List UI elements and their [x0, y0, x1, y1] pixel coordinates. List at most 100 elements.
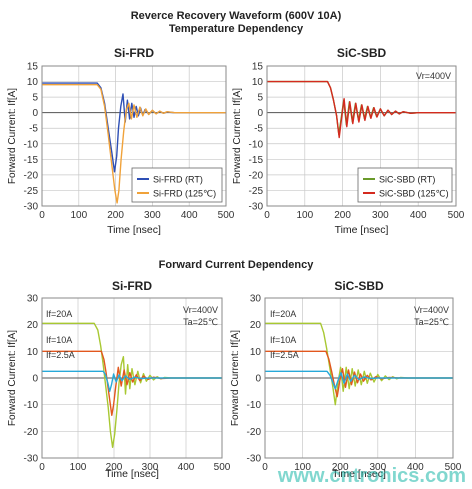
y-tick-label: -30	[249, 202, 264, 213]
x-tick-label: 100	[70, 210, 87, 221]
legend-box	[357, 167, 453, 203]
y-tick-label: -30	[24, 454, 39, 465]
legend: SiC-SBD (RT) SiC-SBD (125℃)	[357, 167, 453, 203]
y-axis-label: Forward Current: If[A]	[7, 88, 18, 184]
x-tick-label: 0	[262, 462, 268, 473]
y-tick-label: 15	[27, 62, 39, 73]
annotation-label: If=10A	[270, 335, 296, 345]
y-axis-label: Forward Current: If[A]	[7, 330, 18, 426]
x-tick-label: 300	[144, 210, 161, 221]
y-tick-label: 10	[250, 347, 262, 358]
y-tick-label: 0	[32, 374, 38, 385]
annotation-label: Ta=25℃	[414, 317, 449, 327]
x-tick-label: 0	[39, 462, 45, 473]
legend-label: SiC-SBD (RT)	[379, 175, 435, 185]
annotation-label: If=20A	[46, 309, 72, 319]
watermark: www.cntronics.com	[277, 465, 466, 487]
chart-0: Si-FRD 0 100 200 300 400 500 15 10 5 0 -5 -10 -15 -20 -…	[7, 46, 235, 236]
x-tick-label: 500	[214, 462, 231, 473]
plot-frame	[264, 297, 454, 459]
section2-title: Forward Current Dependency	[159, 259, 315, 271]
plot-frame	[41, 297, 223, 459]
plot-frame	[41, 65, 227, 207]
main-title-line1: Reverce Recovery Waveform (600V 10A)	[131, 10, 342, 22]
y-tick-label: -10	[24, 400, 39, 411]
x-tick-label: 400	[181, 210, 198, 221]
y-tick-label: -25	[249, 186, 264, 197]
y-tick-label: -10	[249, 139, 264, 150]
chart-title: SiC-SBD	[337, 46, 387, 60]
x-tick-label: 100	[294, 462, 311, 473]
series-line-3-0	[265, 322, 453, 406]
annotation-label: If=20A	[270, 309, 296, 319]
annotation-label: Vr=400V	[414, 305, 449, 315]
y-tick-label: -10	[247, 400, 262, 411]
chart-title: Si-FRD	[114, 46, 154, 60]
legend-label: Si-FRD (125℃)	[153, 189, 216, 199]
y-tick-label: 10	[252, 77, 264, 88]
annotation-label: If=2.5A	[46, 350, 75, 360]
legend-label: Si-FRD (RT)	[153, 175, 203, 185]
y-tick-label: 15	[252, 62, 264, 73]
x-axis-label: Time [nsec]	[335, 224, 389, 236]
x-tick-label: 100	[70, 462, 87, 473]
series-line-0-1	[42, 83, 226, 204]
x-tick-label: 500	[218, 210, 235, 221]
legend: Si-FRD (RT) Si-FRD (125℃)	[131, 167, 223, 203]
y-tick-label: -25	[24, 186, 39, 197]
y-tick-label: -30	[24, 202, 39, 213]
y-tick-label: -20	[249, 170, 264, 181]
chart-1: SiC-SBD 0 100 200 300 400 500 15 10 5 0 -5 -10 -15 -20…	[232, 46, 465, 236]
x-tick-label: 300	[142, 462, 159, 473]
x-tick-label: 400	[410, 210, 427, 221]
x-tick-label: 300	[369, 462, 386, 473]
x-tick-label: 300	[372, 210, 389, 221]
y-tick-label: 20	[27, 320, 39, 331]
legend-box	[131, 167, 223, 203]
annotation-label: Vr=400V	[183, 305, 218, 315]
y-tick-label: -5	[254, 124, 263, 135]
x-tick-label: 0	[39, 210, 45, 221]
x-tick-label: 200	[334, 210, 351, 221]
y-tick-label: -5	[29, 124, 38, 135]
chart-title: Si-FRD	[112, 279, 152, 293]
main-title-line2: Temperature Dependency	[169, 23, 304, 35]
x-axis-label: Time [nsec]	[332, 468, 386, 480]
x-tick-label: 500	[445, 462, 462, 473]
y-axis-label: Forward Current: If[A]	[232, 88, 243, 184]
y-tick-label: 10	[27, 77, 39, 88]
y-tick-label: 20	[250, 320, 262, 331]
plot-frame	[266, 65, 457, 207]
y-tick-label: 0	[32, 108, 38, 119]
x-tick-label: 200	[106, 462, 123, 473]
y-tick-label: -30	[247, 454, 262, 465]
series-line-2-2	[42, 370, 222, 392]
y-tick-label: 0	[257, 108, 263, 119]
annotation-label: Vr=400V	[416, 71, 451, 81]
x-tick-label: 0	[264, 210, 270, 221]
x-tick-label: 200	[107, 210, 124, 221]
y-tick-label: 10	[27, 347, 39, 358]
chart-title: SiC-SBD	[334, 279, 384, 293]
y-tick-label: 5	[32, 93, 38, 104]
annotation-label: Ta=25℃	[183, 317, 218, 327]
x-tick-label: 400	[178, 462, 195, 473]
x-tick-label: 400	[407, 462, 424, 473]
x-axis-label: Time [nsec]	[107, 224, 161, 236]
annotation-label: If=10A	[46, 335, 72, 345]
y-tick-label: -20	[247, 427, 262, 438]
y-tick-label: -10	[24, 139, 39, 150]
legend-label: SiC-SBD (125℃)	[379, 189, 449, 199]
y-tick-label: -15	[249, 155, 264, 166]
series-line-1-1	[267, 80, 456, 139]
x-tick-label: 500	[448, 210, 465, 221]
y-tick-label: 30	[250, 294, 262, 305]
y-tick-label: -20	[24, 427, 39, 438]
y-axis-label: Forward Current: If[A]	[230, 330, 241, 426]
series-line-3-2	[265, 370, 453, 390]
y-tick-label: 5	[257, 93, 263, 104]
x-axis-label: Time [nsec]	[105, 468, 159, 480]
